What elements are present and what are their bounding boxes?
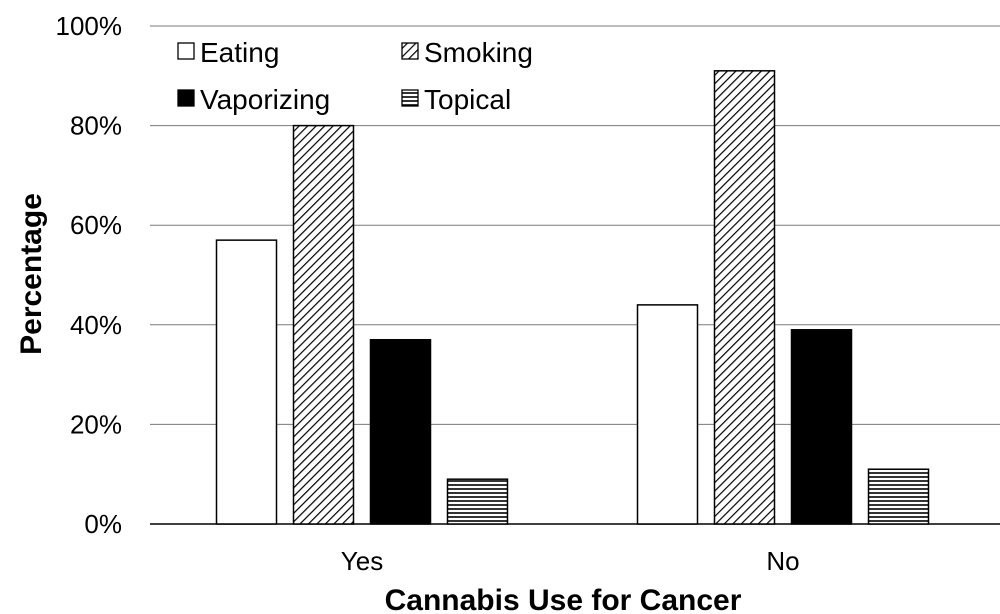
x-axis-category-labels: Yes No <box>341 546 800 576</box>
y-tick-label: 100% <box>56 11 123 41</box>
y-tick-label: 0% <box>84 509 122 539</box>
bar-topical-yes <box>446 478 509 525</box>
x-axis-title: Cannabis Use for Cancer <box>385 584 742 614</box>
legend-label-smoking: Smoking <box>424 37 533 68</box>
legend: Eating Smoking Vaporizing Topical <box>177 37 533 115</box>
legend-swatch-eating <box>177 42 195 60</box>
bar-smoking-yes <box>292 124 355 525</box>
legend-swatch-topical <box>401 89 419 107</box>
legend-label-topical: Topical <box>424 84 511 115</box>
bar-vaporizing-yes <box>369 338 432 525</box>
y-axis-title: Percentage <box>15 193 48 355</box>
legend-swatch-vaporizing <box>177 89 195 107</box>
gridlines <box>150 25 1000 525</box>
legend-label-eating: Eating <box>200 37 279 68</box>
legend-label-vaporizing: Vaporizing <box>200 84 330 115</box>
bar-eating-no <box>636 304 699 525</box>
bars <box>215 70 930 525</box>
legend-swatch-smoking <box>401 42 419 60</box>
x-tick-label: Yes <box>341 546 383 576</box>
y-tick-label: 60% <box>70 210 122 240</box>
bar-eating-yes <box>215 239 278 525</box>
y-tick-label: 80% <box>70 111 122 141</box>
y-tick-label: 40% <box>70 310 122 340</box>
bar-vaporizing-no <box>790 329 853 525</box>
y-axis-tick-labels: 0% 20% 40% 60% 80% 100% <box>56 11 123 539</box>
x-tick-label: No <box>766 546 799 576</box>
bar-topical-no <box>867 468 930 525</box>
y-tick-label: 20% <box>70 409 122 439</box>
bar-smoking-no <box>713 70 776 525</box>
